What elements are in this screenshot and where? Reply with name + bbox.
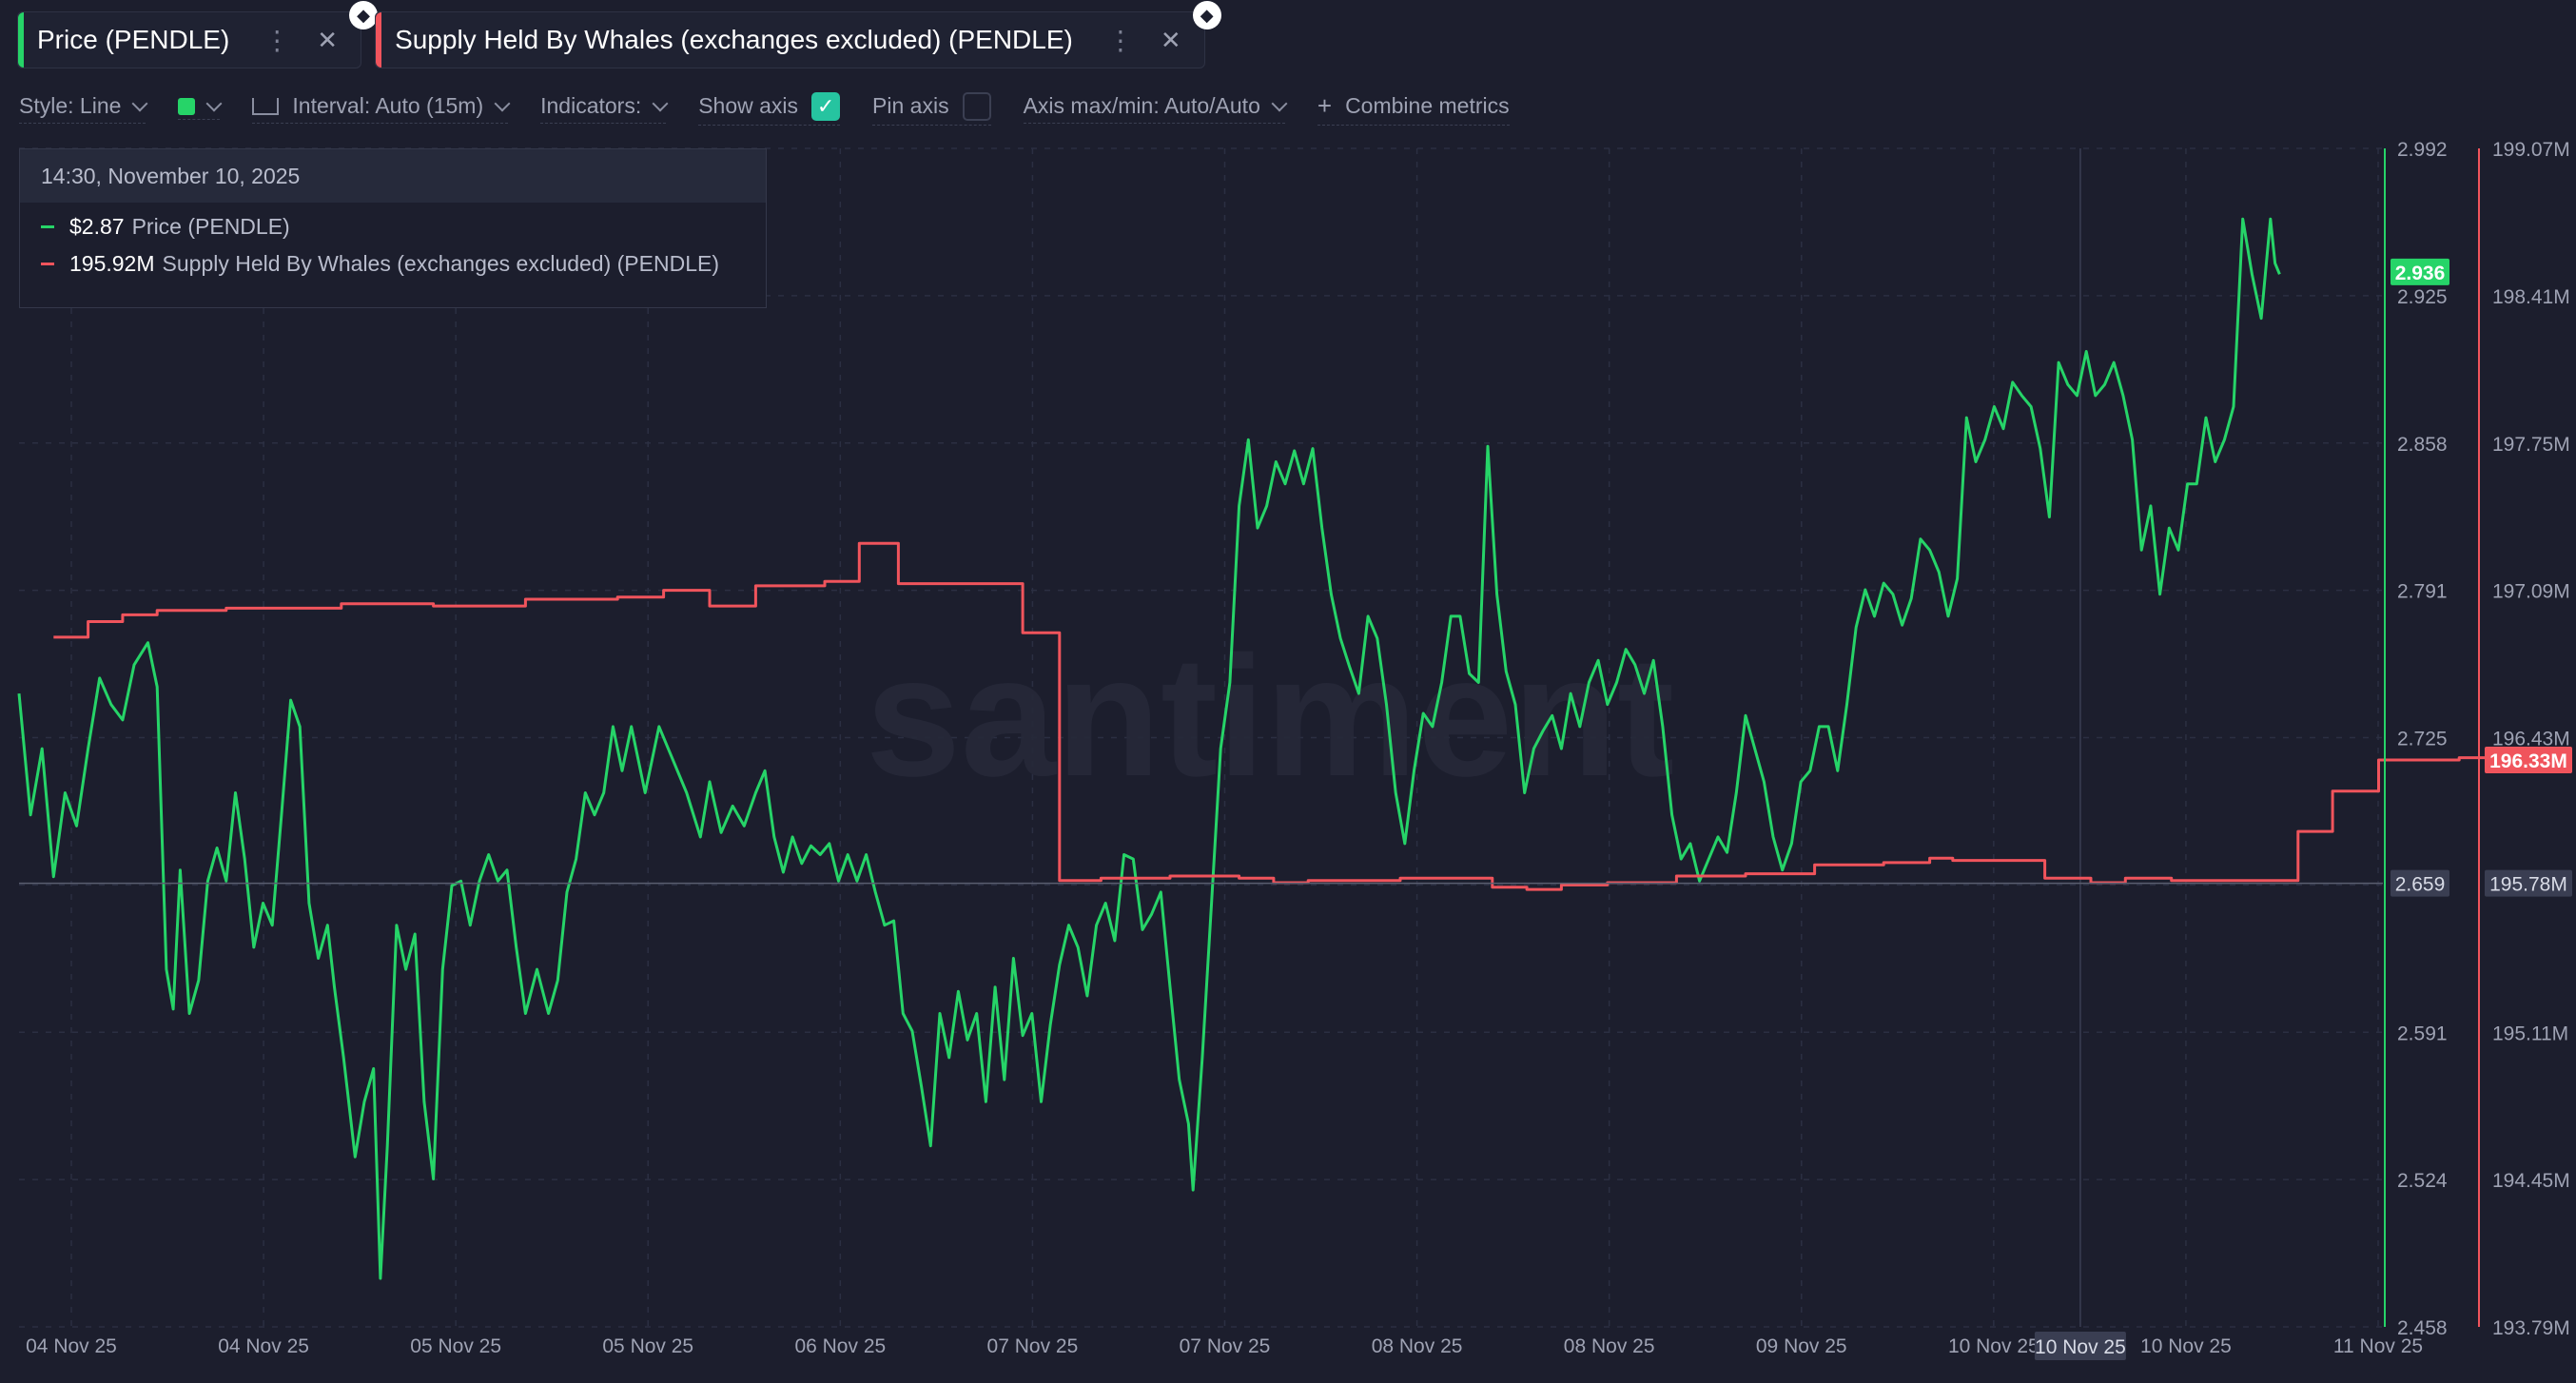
price-axis-tick-label: 2.524	[2397, 1170, 2448, 1192]
interval-label: Interval: Auto (15m)	[292, 93, 484, 118]
price-axis-tick-label: 2.791	[2397, 581, 2448, 603]
interval-icon	[252, 97, 280, 115]
supply-axis-tick-label: 199.07M	[2492, 139, 2570, 161]
price-axis-tick-label: 2.925	[2397, 286, 2448, 308]
x-axis-tick-label: 07 Nov 25	[987, 1335, 1079, 1357]
color-picker[interactable]	[178, 95, 223, 120]
tab-price-label: Price (PENDLE)	[37, 25, 230, 54]
metric-tabs: Price (PENDLE) ⋮ ✕ ◆ Supply Held By Whal…	[17, 1, 1221, 72]
x-axis-tick-label: 10 Nov 25	[2140, 1335, 2232, 1357]
price-axis-tick-label: 2.992	[2397, 139, 2448, 161]
interval-dropdown[interactable]: Interval: Auto (15m)	[252, 93, 511, 124]
check-icon[interactable]: ✓	[811, 91, 841, 121]
hover-date-badge	[2034, 1332, 2126, 1360]
x-axis-tick-label: 05 Nov 25	[410, 1335, 501, 1357]
x-axis-tick-label: 08 Nov 25	[1564, 1335, 1655, 1357]
tooltip-supply-name: Supply Held By Whales (exchanges exclude…	[162, 251, 720, 276]
price-axis-tick-label: 2.591	[2397, 1023, 2448, 1044]
supply-axis-tick-label: 194.45M	[2492, 1170, 2570, 1192]
price-axis-tick-label: 2.858	[2397, 434, 2448, 456]
pin-axis-checkbox[interactable]	[962, 91, 991, 121]
tab-whale-supply-color-bar	[376, 12, 382, 68]
supply-crosshair-value: 195.78M	[2489, 874, 2567, 896]
show-axis-label: Show axis	[698, 93, 799, 118]
price-current-value: 2.936	[2395, 263, 2446, 284]
supply-current-badge	[2485, 746, 2572, 773]
style-label: Style: Line	[19, 93, 122, 118]
plus-icon: +	[1317, 91, 1333, 120]
x-axis-tick-label: 04 Nov 25	[26, 1335, 117, 1357]
series-line-price	[17, 217, 2281, 1280]
pin-axis-toggle[interactable]: Pin axis	[872, 91, 991, 126]
tooltip-row-supply: 195.92M Supply Held By Whales (exchanges…	[20, 251, 766, 277]
tab-price[interactable]: Price (PENDLE) ⋮ ✕ ◆	[17, 1, 379, 68]
ethereum-icon: ◆	[1192, 1, 1221, 29]
close-icon[interactable]: ✕	[317, 25, 339, 54]
supply-axis-tick-label: 198.41M	[2492, 286, 2570, 308]
chart-tooltip: 14:30, November 10, 2025 $2.87 Price (PE…	[19, 148, 767, 308]
tab-whale-supply[interactable]: Supply Held By Whales (exchanges exclude…	[375, 1, 1221, 68]
price-axis-tick-label: 2.725	[2397, 729, 2448, 750]
supply-axis-tick-label: 193.79M	[2492, 1317, 2570, 1339]
price-axis-tick-label: 2.458	[2397, 1317, 2448, 1339]
tooltip-row-price: $2.87 Price (PENDLE)	[20, 214, 766, 240]
supply-axis-tick-label: 195.11M	[2492, 1023, 2568, 1044]
x-axis-tick-label: 04 Nov 25	[218, 1335, 309, 1357]
x-axis-tick-label: 05 Nov 25	[602, 1335, 693, 1357]
x-axis-tick-label: 09 Nov 25	[1756, 1335, 1847, 1357]
axis-minmax-label: Axis max/min: Auto/Auto	[1023, 93, 1260, 118]
ethereum-icon: ◆	[349, 1, 379, 29]
tooltip-datetime: 14:30, November 10, 2025	[20, 149, 766, 203]
kebab-icon[interactable]: ⋮	[263, 25, 291, 55]
show-axis-toggle[interactable]: Show axis ✓	[698, 91, 841, 126]
legend-swatch-supply	[41, 263, 54, 265]
tooltip-price-value: $2.87	[69, 214, 125, 239]
supply-current-value: 196.33M	[2489, 750, 2567, 772]
tab-price-color-bar	[18, 12, 24, 68]
indicators-label: Indicators:	[540, 93, 642, 118]
tooltip-price-name: Price (PENDLE)	[131, 214, 290, 239]
price-crosshair-value: 2.659	[2395, 874, 2446, 896]
price-crosshair-badge	[2391, 869, 2449, 897]
price-current-badge	[2391, 258, 2449, 285]
chart-toolbar: Style: Line Interval: Auto (15m) Indicat…	[19, 89, 1542, 127]
indicators-dropdown[interactable]: Indicators:	[540, 93, 669, 124]
supply-axis-tick-label: 196.43M	[2492, 729, 2570, 750]
supply-crosshair-badge	[2485, 869, 2572, 897]
x-axis-tick-label: 07 Nov 25	[1180, 1335, 1271, 1357]
x-axis-tick-label: 11 Nov 25	[2333, 1335, 2423, 1357]
axis-minmax-dropdown[interactable]: Axis max/min: Auto/Auto	[1023, 93, 1288, 124]
supply-axis-tick-label: 197.75M	[2492, 434, 2570, 456]
x-axis-tick-label: 06 Nov 25	[794, 1335, 886, 1357]
style-dropdown[interactable]: Style: Line	[19, 93, 148, 124]
hover-date-label: 10 Nov 25	[2035, 1336, 2126, 1358]
x-axis-tick-label: 08 Nov 25	[1372, 1335, 1463, 1357]
combine-metrics-button[interactable]: + Combine metrics	[1317, 91, 1510, 126]
combine-metrics-label: Combine metrics	[1345, 93, 1510, 118]
close-icon[interactable]: ✕	[1160, 25, 1181, 54]
legend-swatch-price	[41, 225, 54, 228]
tooltip-supply-value: 195.92M	[69, 251, 155, 276]
color-swatch	[178, 97, 196, 115]
pin-axis-label: Pin axis	[872, 93, 949, 118]
supply-axis-tick-label: 197.09M	[2492, 581, 2570, 603]
tab-whale-supply-label: Supply Held By Whales (exchanges exclude…	[395, 25, 1073, 54]
kebab-icon[interactable]: ⋮	[1106, 25, 1134, 55]
watermark-text: santiment	[866, 621, 1674, 812]
x-axis-tick-label: 10 Nov 25	[1948, 1335, 2039, 1357]
